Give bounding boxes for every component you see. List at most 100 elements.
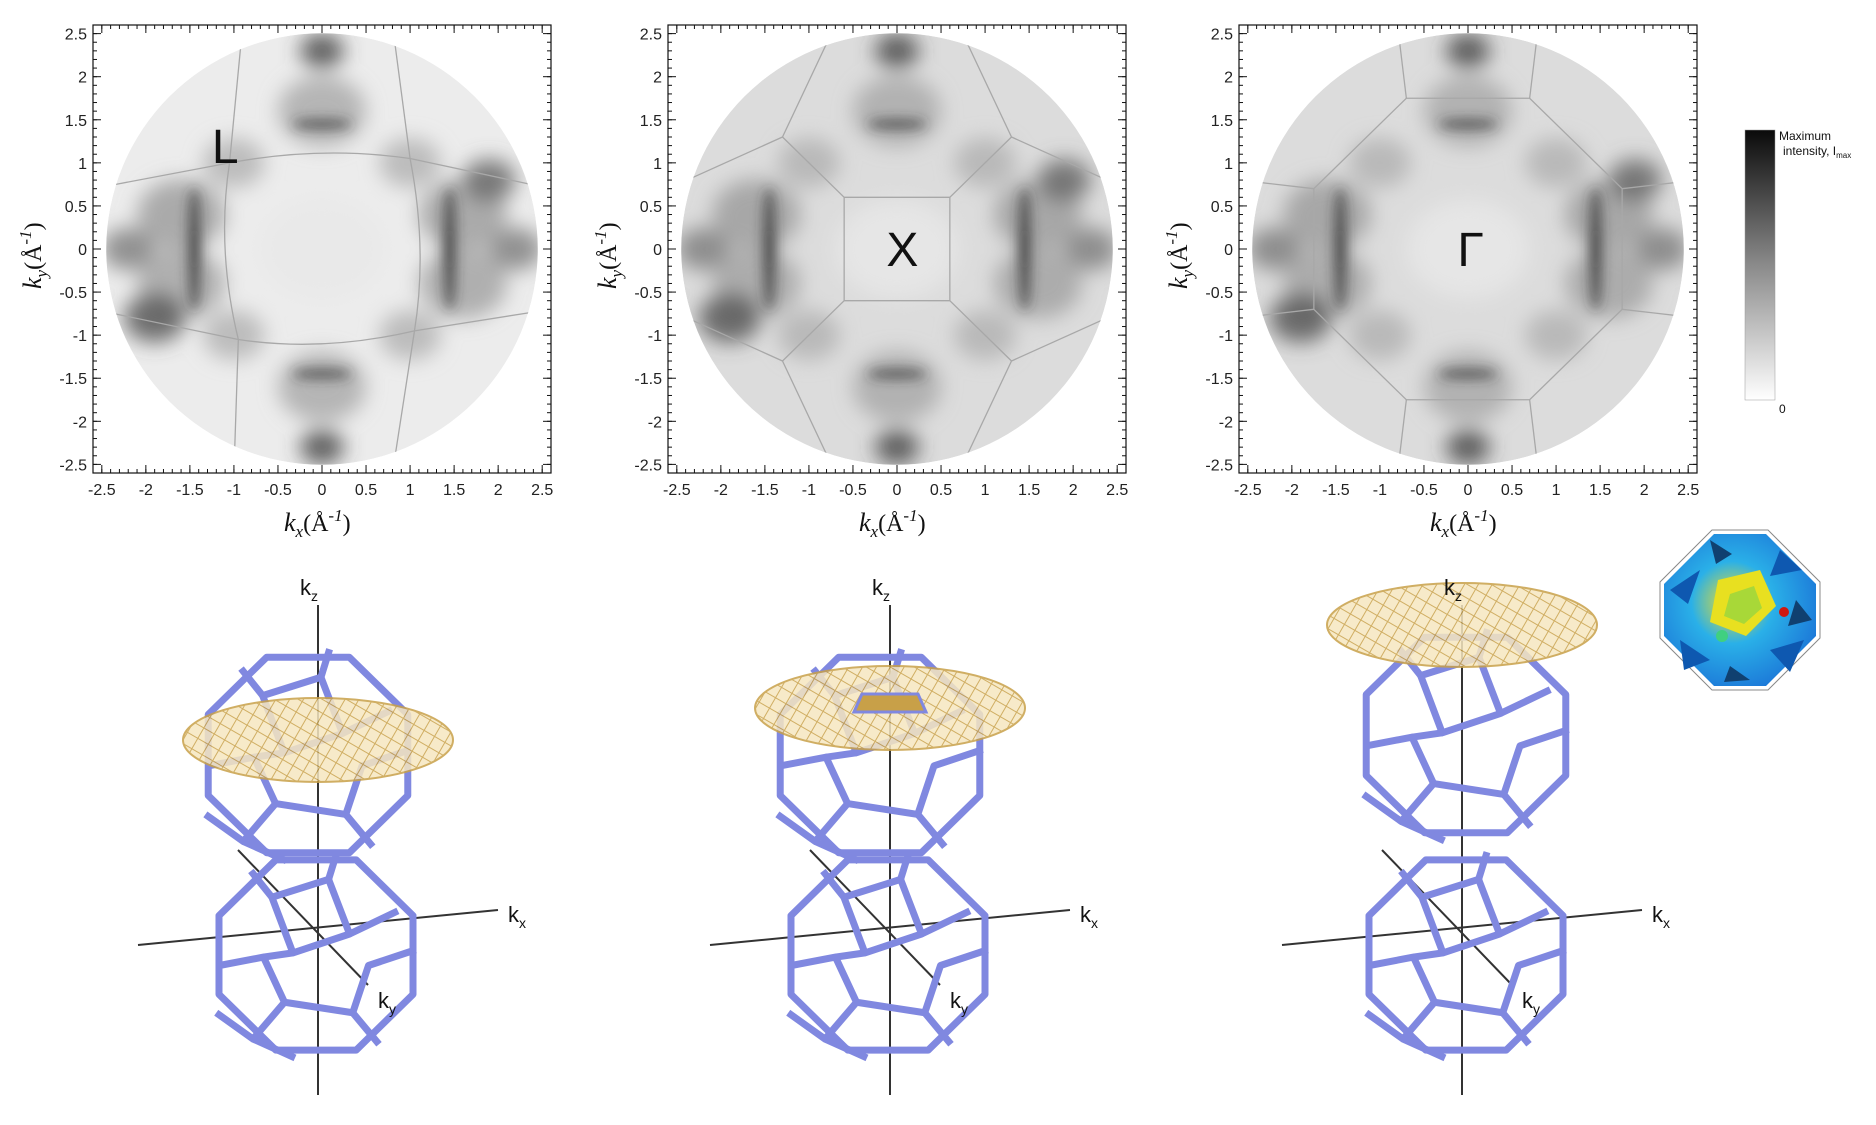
y-tick-label: -0.5 (1205, 285, 1233, 302)
y-tick-label: -2 (73, 414, 87, 431)
y-axis-label: ky(Å-1) (591, 222, 626, 289)
symmetry-point-label: L (212, 121, 239, 174)
y-tick-label: -1 (73, 328, 87, 345)
y-tick-label: 0 (78, 242, 87, 259)
y-tick-label: 1 (78, 156, 87, 173)
y-tick-label: 0.5 (640, 199, 662, 216)
kz-label: kz (1444, 575, 1462, 604)
y-tick-label: 0 (653, 242, 662, 259)
y-tick-label: -0.5 (634, 285, 662, 302)
y-tick-label: -2.5 (59, 457, 87, 474)
y-tick-label: -1 (648, 328, 662, 345)
x-tick-label: 2 (1069, 482, 1078, 499)
brillouin-zone-frame (786, 851, 989, 1062)
x-tick-label: 0 (318, 482, 327, 499)
k-axes (1281, 605, 1643, 1095)
fermi-surface-image (1659, 529, 1821, 691)
brillouin-panel-3: kz kx ky (1281, 575, 1670, 1095)
x-tick-label: 2 (494, 482, 503, 499)
kx-label: kx (1652, 902, 1670, 931)
colorbar-max-label-line2: intensity, Imax (1783, 144, 1851, 160)
x-tick-label: -2 (1285, 482, 1299, 499)
x-tick-label: 1.5 (1589, 482, 1611, 499)
x-tick-label: -0.5 (1410, 482, 1438, 499)
kz-label: kz (300, 575, 318, 604)
measurement-sheet (1326, 582, 1598, 668)
brillouin-panel-2: kz kx ky (709, 575, 1098, 1095)
arpes-panel-2: -2.5-2.5 -2 -2 -1.5 -1.5 -1 -1 -0.5 -0.5 0 0 0.5 0.5… (591, 24, 1128, 541)
y-tick-label: -1.5 (1205, 371, 1233, 388)
x-tick-label: -1.5 (751, 482, 779, 499)
x-tick-label: -1 (802, 482, 816, 499)
kx-label: kx (508, 902, 526, 931)
intensity-map (681, 33, 1113, 465)
x-tick-label: 1 (981, 482, 990, 499)
kx-label: kx (1080, 902, 1098, 931)
brillouin-panel-1: kz kx ky (137, 575, 526, 1095)
y-tick-label: -1.5 (634, 371, 662, 388)
x-tick-label: 2.5 (1106, 482, 1128, 499)
x-tick-label: 1.5 (1018, 482, 1040, 499)
x-axis-label: kx(Å-1) (1430, 506, 1497, 541)
y-tick-label: 0 (1224, 242, 1233, 259)
colorbar-min-label: 0 (1779, 402, 1786, 416)
y-tick-label: -2 (1219, 414, 1233, 431)
y-axis-label: ky(Å-1) (1162, 222, 1197, 289)
x-tick-label: -1 (227, 482, 241, 499)
y-tick-label: 2 (653, 70, 662, 87)
x-tick-label: -1 (1373, 482, 1387, 499)
y-tick-label: 0.5 (1211, 199, 1233, 216)
x-tick-label: -2 (139, 482, 153, 499)
x-tick-label: -1.5 (1322, 482, 1350, 499)
colorbar-scale (1744, 129, 1776, 401)
brillouin-zone-panels: kz kx ky kz kx ky kz kx ky (137, 575, 1670, 1095)
y-axis-label: ky(Å-1) (16, 222, 51, 289)
ky-label: ky (1522, 988, 1540, 1017)
x-tick-label: -2.5 (663, 482, 691, 499)
x-axis-label: kx(Å-1) (284, 506, 351, 541)
symmetry-point-label: X (886, 224, 918, 277)
x-tick-label: 0.5 (930, 482, 952, 499)
x-tick-label: -2.5 (88, 482, 116, 499)
y-tick-label: 2 (1224, 70, 1233, 87)
y-tick-label: -2.5 (1205, 457, 1233, 474)
x-tick-label: -0.5 (264, 482, 292, 499)
x-axis-label: kx(Å-1) (859, 506, 926, 541)
y-tick-label: -1.5 (59, 371, 87, 388)
x-tick-label: -2 (714, 482, 728, 499)
arpes-panel-3: -2.5-2.5 -2 -2 -1.5 -1.5 -1 -1 -0.5 -0.5 0 0 0.5 0.5… (1162, 24, 1699, 541)
y-tick-label: -2 (648, 414, 662, 431)
brillouin-zone-frame (1364, 851, 1567, 1062)
kz-label: kz (872, 575, 890, 604)
x-tick-label: 0.5 (1501, 482, 1523, 499)
y-tick-label: -0.5 (59, 285, 87, 302)
x-tick-label: 2.5 (1677, 482, 1699, 499)
y-tick-label: 0.5 (65, 199, 87, 216)
y-tick-label: 1.5 (65, 113, 87, 130)
y-tick-label: 1 (1224, 156, 1233, 173)
x-tick-label: 1 (406, 482, 415, 499)
y-tick-label: 2.5 (65, 27, 87, 44)
y-tick-label: 2.5 (1211, 27, 1233, 44)
x-tick-label: 0 (893, 482, 902, 499)
x-tick-label: -1.5 (176, 482, 204, 499)
measurement-sheet (182, 697, 454, 783)
y-tick-label: 2.5 (640, 27, 662, 44)
symmetry-point-label: Γ (1457, 224, 1483, 277)
intensity-map (106, 33, 538, 465)
y-tick-label: -1 (1219, 328, 1233, 345)
x-tick-label: 1.5 (443, 482, 465, 499)
y-tick-label: 1.5 (640, 113, 662, 130)
x-tick-label: -0.5 (839, 482, 867, 499)
y-tick-label: 1 (653, 156, 662, 173)
intensity-map (1252, 33, 1684, 465)
x-point-face (851, 692, 929, 714)
y-tick-label: 1.5 (1211, 113, 1233, 130)
x-tick-label: 2.5 (531, 482, 553, 499)
x-tick-label: 0.5 (355, 482, 377, 499)
arpes-panel-1: -2.5-2.5 -2 -2 -1.5 -1.5 -1 -1 -0.5 -0.5 0 0 0.5 0.5… (16, 24, 553, 541)
x-tick-label: 1 (1552, 482, 1561, 499)
colorbar: Maximum intensity, Imax 0 (1744, 129, 1851, 416)
ky-label: ky (378, 988, 396, 1017)
